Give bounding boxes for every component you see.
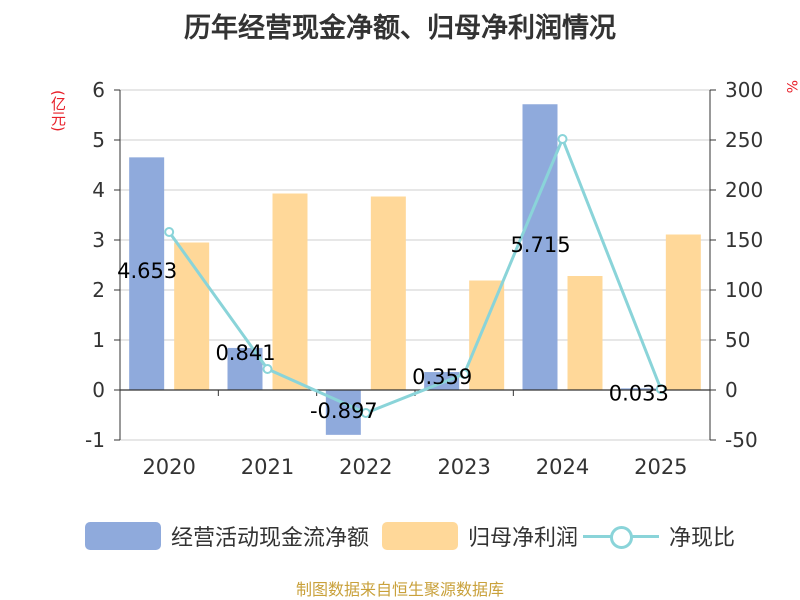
right-tick-label: 300 bbox=[725, 78, 763, 102]
legend-item-cash-ratio[interactable]: 净现比 bbox=[583, 516, 735, 556]
cash-ratio-point bbox=[262, 364, 273, 374]
cash-flow-data-label: 0.359 bbox=[412, 365, 472, 389]
net-profit-bar bbox=[469, 280, 505, 390]
cash-flow-bar bbox=[620, 388, 656, 390]
legend-swatch-net-profit bbox=[382, 522, 458, 550]
left-tick-label: 1 bbox=[92, 328, 105, 352]
right-tick-label: 50 bbox=[725, 328, 750, 352]
cash-flow-data-label: 5.715 bbox=[510, 233, 570, 257]
left-tick-label: -1 bbox=[85, 428, 105, 452]
left-tick-label: 0 bbox=[92, 378, 105, 402]
right-tick-label: 250 bbox=[725, 128, 763, 152]
cash-ratio-point bbox=[164, 227, 175, 237]
legend: 经营活动现金流净额 归母净利润 净现比 bbox=[0, 516, 800, 556]
legend-label-cash-ratio: 净现比 bbox=[669, 526, 736, 551]
cash-ratio-line bbox=[167, 135, 663, 415]
legend-item-cash-flow[interactable]: 经营活动现金流净额 bbox=[85, 516, 369, 556]
net-profit-bar bbox=[567, 276, 603, 390]
right-tick-label: 100 bbox=[725, 278, 763, 302]
x-tick-label: 2025 bbox=[634, 455, 687, 479]
right-tick-label: -50 bbox=[725, 428, 758, 452]
left-tick-label: 5 bbox=[92, 128, 105, 152]
right-tick-label: 150 bbox=[725, 228, 763, 252]
cash-flow-data-label: -0.897 bbox=[310, 399, 378, 423]
x-tick-label: 2023 bbox=[437, 455, 490, 479]
cash-flow-data-label: 0.033 bbox=[609, 381, 669, 405]
cash-flow-bar bbox=[522, 104, 558, 390]
legend-item-net-profit[interactable]: 归母净利润 bbox=[382, 516, 578, 556]
cash-flow-data-label: 4.653 bbox=[117, 259, 177, 283]
net-profit-bar bbox=[665, 234, 701, 390]
left-tick-label: 3 bbox=[92, 228, 105, 252]
cash-ratio-point bbox=[360, 408, 371, 418]
legend-label-cash-flow: 经营活动现金流净额 bbox=[171, 526, 370, 551]
net-profit-bar bbox=[272, 193, 308, 390]
x-tick-label: 2020 bbox=[142, 455, 195, 479]
right-tick-label: 200 bbox=[725, 178, 763, 202]
x-tick-label: 2021 bbox=[241, 455, 294, 479]
net-profit-bar bbox=[174, 242, 210, 390]
cash-ratio-point bbox=[655, 384, 666, 394]
left-tick-label: 2 bbox=[92, 278, 105, 302]
x-tick-label: 2024 bbox=[536, 455, 589, 479]
left-tick-label: 6 bbox=[92, 78, 105, 102]
x-tick-label: 2022 bbox=[339, 455, 392, 479]
legend-label-net-profit: 归母净利润 bbox=[468, 526, 579, 551]
cash-flow-data-label: 0.841 bbox=[215, 341, 275, 365]
right-tick-label: 0 bbox=[725, 378, 738, 402]
cash-flow-bar bbox=[129, 157, 165, 390]
data-source-note: 制图数据来自恒生聚源数据库 bbox=[295, 580, 504, 599]
legend-swatch-cash-flow bbox=[85, 522, 161, 550]
cash-ratio-point bbox=[557, 134, 568, 144]
cash-ratio-point bbox=[459, 369, 470, 379]
net-profit-bar bbox=[370, 196, 406, 390]
left-axis-unit: (亿元) bbox=[49, 90, 67, 132]
left-tick-label: 4 bbox=[92, 178, 105, 202]
legend-swatch-cash-ratio bbox=[583, 522, 659, 550]
chart-title: 历年经营现金净额、归母净利润情况 bbox=[184, 13, 616, 44]
